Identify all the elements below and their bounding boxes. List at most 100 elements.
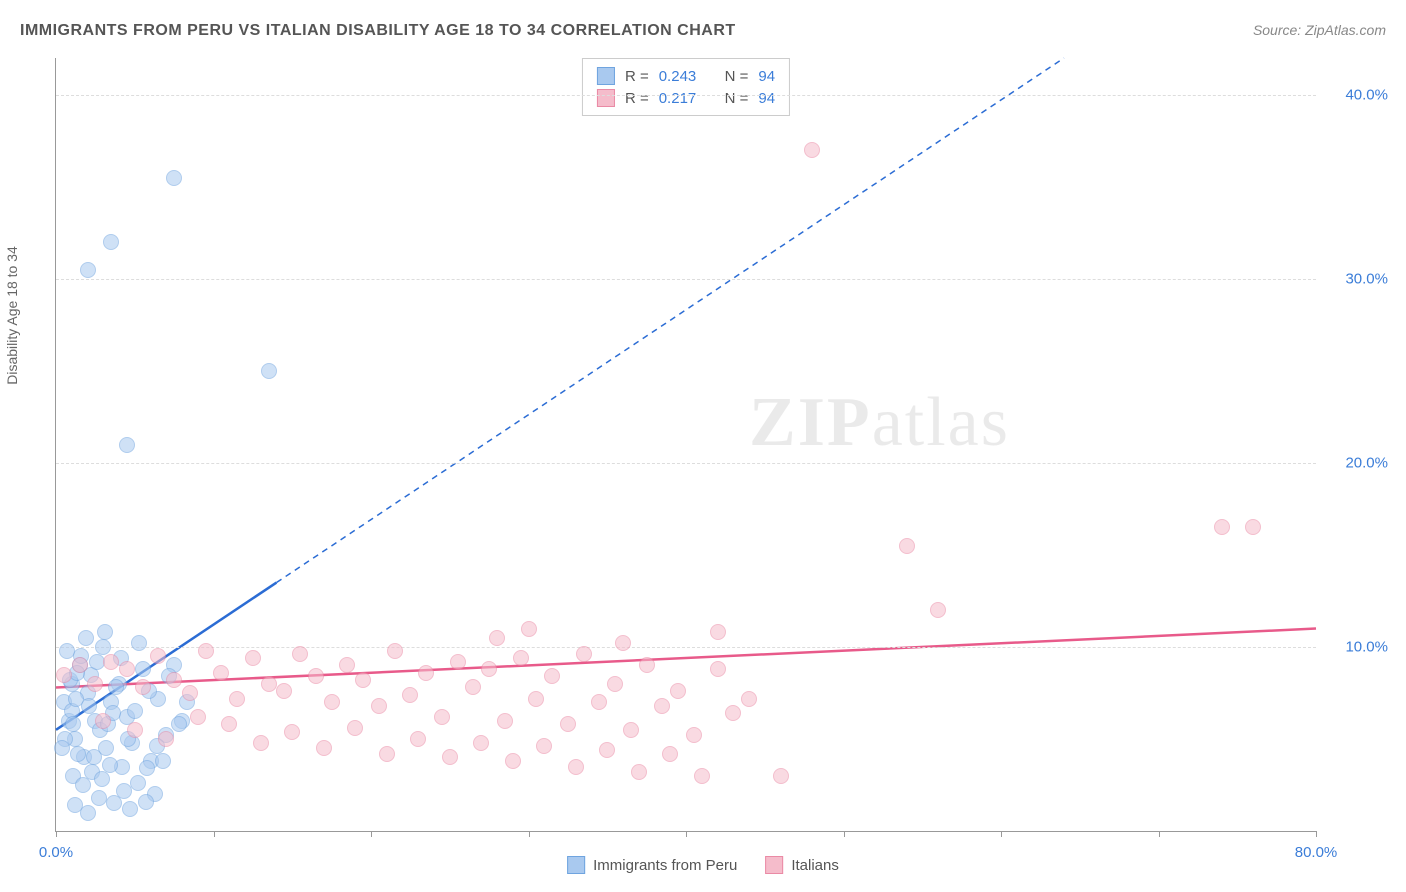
data-point [261, 676, 277, 692]
legend-label-peru: Immigrants from Peru [593, 857, 737, 874]
data-point [465, 679, 481, 695]
data-point [410, 731, 426, 747]
r-label: R = [625, 68, 649, 85]
x-tick [1001, 831, 1002, 837]
data-point [80, 805, 96, 821]
stats-legend-box: R = 0.243 N = 94 R = 0.217 N = 94 [582, 58, 790, 116]
data-point [95, 639, 111, 655]
data-point [65, 716, 81, 732]
data-point [379, 746, 395, 762]
data-point [670, 683, 686, 699]
swatch-italians [765, 856, 783, 874]
data-point [450, 654, 466, 670]
data-point [710, 661, 726, 677]
data-point [54, 740, 70, 756]
data-point [106, 795, 122, 811]
data-point [59, 643, 75, 659]
data-point [639, 657, 655, 673]
data-point [1214, 519, 1230, 535]
data-point [686, 727, 702, 743]
y-tick-label: 10.0% [1324, 638, 1388, 655]
grid-line [56, 279, 1316, 280]
n-label: N = [725, 68, 749, 85]
data-point [127, 703, 143, 719]
data-point [135, 679, 151, 695]
chart-title: IMMIGRANTS FROM PERU VS ITALIAN DISABILI… [20, 22, 736, 40]
data-point [78, 630, 94, 646]
data-point [473, 735, 489, 751]
data-point [308, 668, 324, 684]
x-tick [1316, 831, 1317, 837]
y-tick-label: 20.0% [1324, 454, 1388, 471]
data-point [418, 665, 434, 681]
source-attribution: Source: ZipAtlas.com [1253, 22, 1386, 38]
source-label: Source: [1253, 22, 1305, 38]
data-point [171, 716, 187, 732]
data-point [229, 691, 245, 707]
data-point [81, 698, 97, 714]
data-point [245, 650, 261, 666]
x-tick [686, 831, 687, 837]
x-tick [1159, 831, 1160, 837]
bottom-legend: Immigrants from Peru Italians [567, 856, 839, 874]
data-point [80, 262, 96, 278]
data-point [190, 709, 206, 725]
data-point [631, 764, 647, 780]
data-point [347, 720, 363, 736]
data-point [402, 687, 418, 703]
data-point [607, 676, 623, 692]
data-point [94, 771, 110, 787]
data-point [930, 602, 946, 618]
y-axis-label: Disability Age 18 to 34 [4, 246, 20, 385]
stats-row-peru: R = 0.243 N = 94 [597, 65, 775, 87]
data-point [292, 646, 308, 662]
data-point [261, 363, 277, 379]
data-point [70, 746, 86, 762]
data-point [150, 648, 166, 664]
data-point [355, 672, 371, 688]
data-point [103, 234, 119, 250]
swatch-peru [597, 67, 615, 85]
data-point [576, 646, 592, 662]
data-point [528, 691, 544, 707]
data-point [198, 643, 214, 659]
data-point [131, 635, 147, 651]
data-point [138, 794, 154, 810]
data-point [591, 694, 607, 710]
y-tick-label: 30.0% [1324, 270, 1388, 287]
plot-area: ZIPatlas R = 0.243 N = 94 R = 0.217 N = … [55, 58, 1316, 832]
x-tick [56, 831, 57, 837]
data-point [56, 667, 72, 683]
stats-row-italians: R = 0.217 N = 94 [597, 87, 775, 109]
watermark: ZIPatlas [749, 383, 1010, 463]
data-point [773, 768, 789, 784]
data-point [87, 676, 103, 692]
grid-line [56, 95, 1316, 96]
data-point [213, 665, 229, 681]
data-point [662, 746, 678, 762]
data-point [166, 170, 182, 186]
r-value-italians: 0.217 [659, 90, 697, 107]
data-point [182, 685, 198, 701]
data-point [108, 679, 124, 695]
data-point [103, 654, 119, 670]
data-point [544, 668, 560, 684]
data-point [253, 735, 269, 751]
data-point [710, 624, 726, 640]
data-point [97, 624, 113, 640]
data-point [513, 650, 529, 666]
data-point [158, 731, 174, 747]
data-point [284, 724, 300, 740]
n-label: N = [725, 90, 749, 107]
data-point [741, 691, 757, 707]
data-point [166, 672, 182, 688]
data-point [434, 709, 450, 725]
regression-lines [56, 58, 1316, 831]
swatch-peru [567, 856, 585, 874]
data-point [221, 716, 237, 732]
data-point [694, 768, 710, 784]
swatch-italians [597, 89, 615, 107]
legend-label-italians: Italians [791, 857, 839, 874]
legend-item-italians: Italians [765, 856, 839, 874]
data-point [899, 538, 915, 554]
